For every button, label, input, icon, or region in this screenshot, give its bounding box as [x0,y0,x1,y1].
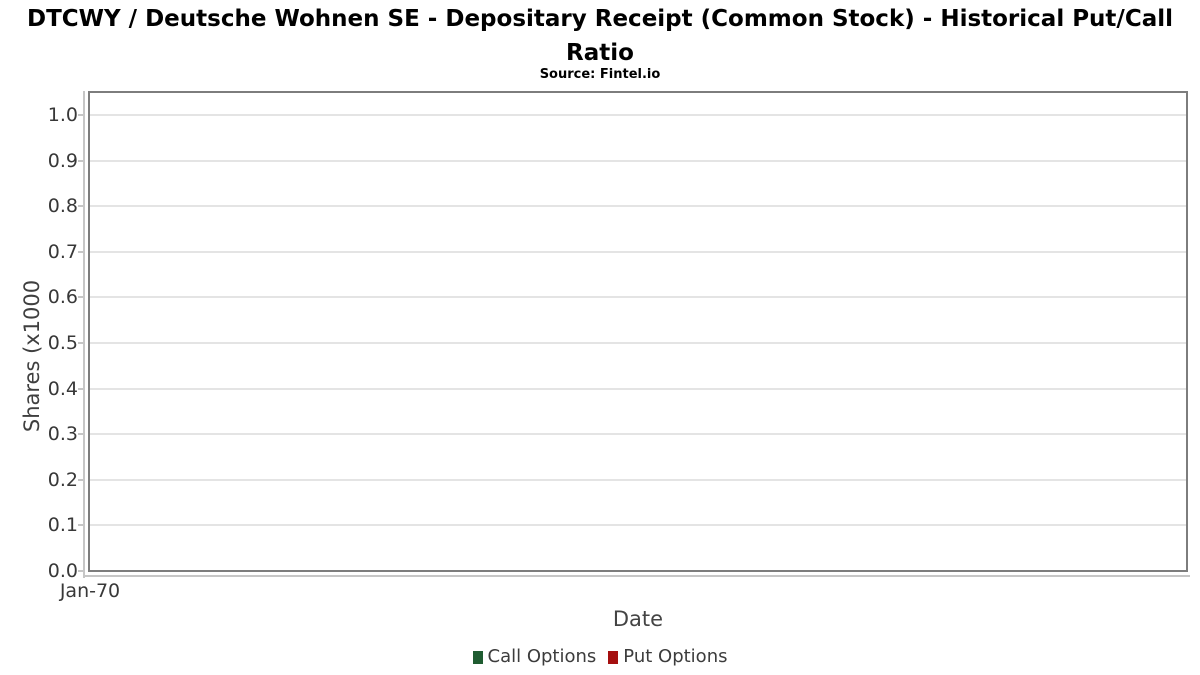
x-tick-label: Jan-70 [59,580,121,602]
y-gridline [90,342,1186,344]
legend-marker-put-options [608,650,619,664]
y-tick-label: 1.0 [47,104,78,126]
y-tick-label: 0.1 [47,514,78,536]
y-gridline [90,479,1186,481]
y-gridline [90,114,1186,116]
y-tick-mark [78,342,84,344]
y-tick-mark [78,160,84,162]
y-tick-mark [78,524,84,526]
plot-area [88,91,1188,572]
y-tick-label: 0.0 [47,560,78,582]
y-tick-mark [78,296,84,298]
legend-label: Put Options [623,646,728,667]
y-tick-label: 0.7 [47,241,78,263]
y-tick-mark [78,388,84,390]
y-gridline [90,251,1186,253]
y-gridline [90,296,1186,298]
legend-label: Call Options [487,646,597,667]
y-tick-mark [78,251,84,253]
y-tick-label: 0.4 [47,378,78,400]
legend-item-call-options[interactable]: Call Options [472,646,597,668]
y-tick-mark [78,205,84,207]
x-axis-title: Date [612,607,664,631]
y-tick-label: 0.5 [47,332,78,354]
y-tick-label: 0.2 [47,469,78,491]
legend-item-put-options[interactable]: Put Options [608,646,727,668]
y-tick-mark [78,433,84,435]
y-tick-mark [78,479,84,481]
y-tick-label: 0.3 [47,423,78,445]
y-tick-mark [78,570,84,572]
x-axis-line [83,575,1190,577]
y-tick-label: 0.6 [47,286,78,308]
y-tick-label: 0.9 [47,150,78,172]
y-gridline [90,388,1186,390]
chart-subtitle: Source: Fintel.io [539,67,661,82]
y-tick-mark [78,114,84,116]
legend: Call Options Put Options [0,646,1200,668]
y-tick-label: 0.8 [47,195,78,217]
y-gridline [90,433,1186,435]
y-gridline [90,524,1186,526]
y-gridline [90,205,1186,207]
y-gridline [90,160,1186,162]
chart-title: DTCWY / Deutsche Wohnen SE - Depositary … [26,6,1173,66]
y-axis-line [83,91,85,578]
legend-marker-call-options [472,650,483,664]
